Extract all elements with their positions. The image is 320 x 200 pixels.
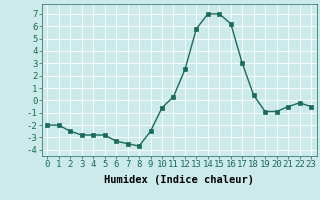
X-axis label: Humidex (Indice chaleur): Humidex (Indice chaleur) (104, 175, 254, 185)
